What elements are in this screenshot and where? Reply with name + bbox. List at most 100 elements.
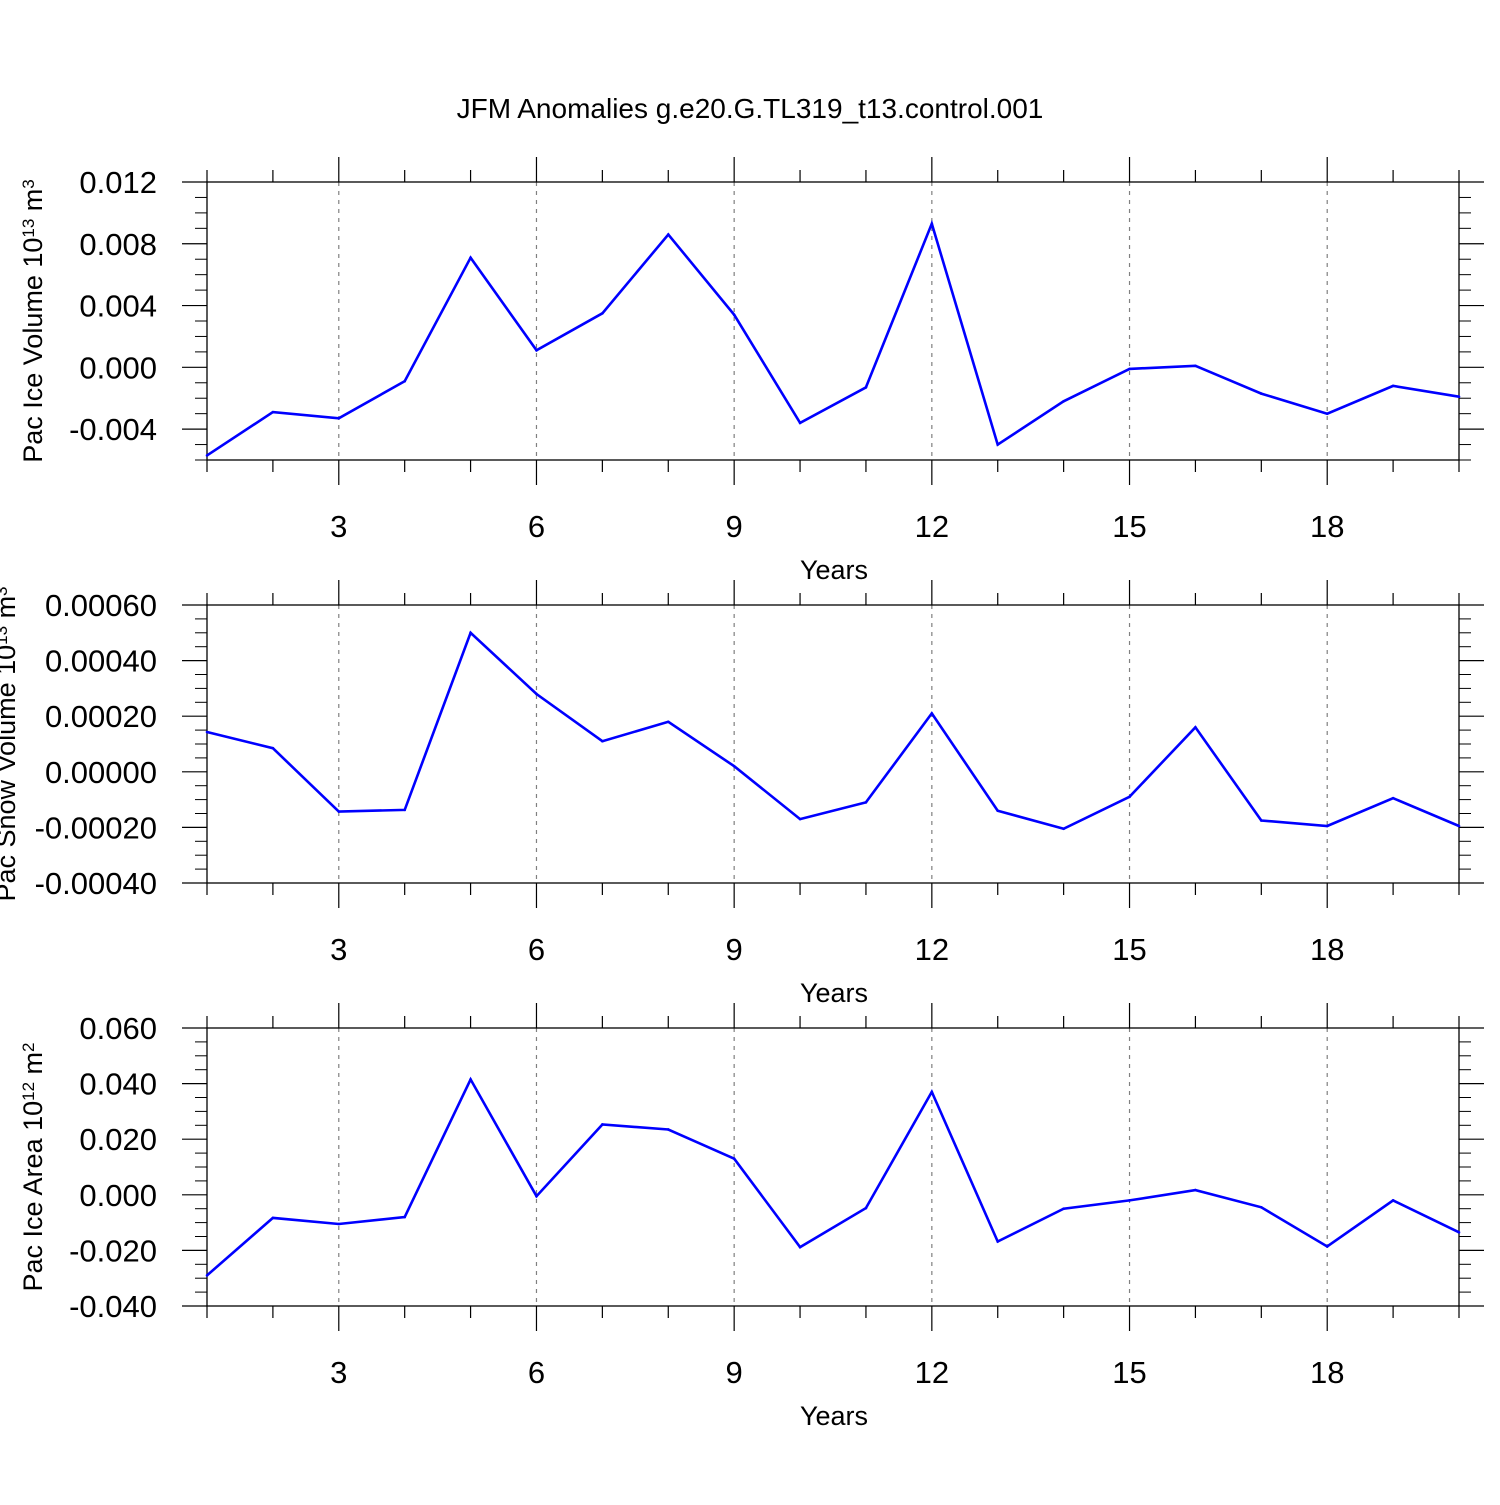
data-point <box>1457 824 1461 828</box>
y-axis-label-superscript: 3 <box>19 179 38 188</box>
data-point <box>1194 726 1197 729</box>
data-point <box>337 417 341 420</box>
data-point <box>535 349 538 352</box>
y-tick-label: 0.020 <box>79 1122 157 1157</box>
data-point <box>1062 827 1065 831</box>
y-tick-label: 0.00000 <box>45 755 157 790</box>
y-tick-label: -0.040 <box>69 1289 157 1324</box>
x-axis-label: Years <box>800 978 868 1008</box>
data-point <box>1128 367 1131 371</box>
y-axis-label-text: Pac Ice Area 10 <box>18 1101 48 1292</box>
x-tick-label: 15 <box>1112 509 1146 544</box>
x-tick-label: 15 <box>1112 1355 1146 1390</box>
x-tick-label: 3 <box>330 932 347 967</box>
chart-panel-1: 3 6 9 12 15 18 -0.004 0.000 0.004 0.008 0.012 Years… <box>18 157 1484 585</box>
data-point <box>732 313 736 317</box>
data-point <box>1128 795 1131 799</box>
data-point <box>535 1194 538 1198</box>
data-point <box>469 1078 472 1081</box>
series-line <box>206 1076 1460 1277</box>
y-axis-label-superscript: 13 <box>19 219 38 238</box>
y-tick-label: 0.040 <box>79 1067 157 1102</box>
data-point <box>271 410 275 414</box>
data-point <box>601 311 604 315</box>
y-axis-label-superscript: 13 <box>0 626 11 645</box>
data-point <box>1194 1188 1197 1192</box>
data-point <box>1128 1199 1131 1202</box>
x-tick-label: 12 <box>915 1355 949 1390</box>
x-tick-label: 12 <box>915 509 949 544</box>
y-tick-label: 0.000 <box>79 350 157 385</box>
data-point <box>205 1274 209 1277</box>
y-axis-label-text: Pac Ice Volume 10 <box>18 238 48 463</box>
data-point <box>1457 1231 1461 1234</box>
chart-panel-2: 3 6 9 12 15 18 -0.00040 -0.00020 0.00000 0.00020 0… <box>0 580 1484 1008</box>
data-point <box>469 631 472 635</box>
data-point <box>403 808 406 812</box>
data-point <box>1391 796 1395 800</box>
y-tick-label: 0.00060 <box>45 588 157 623</box>
data-point <box>271 746 275 750</box>
data-point <box>337 1222 341 1226</box>
data-point <box>996 1240 1000 1243</box>
series-line <box>206 219 1460 457</box>
series-line <box>206 630 1460 831</box>
data-point <box>666 720 670 724</box>
data-point <box>798 817 802 821</box>
y-axis-label-text: m <box>18 1052 48 1082</box>
data-point <box>205 454 209 457</box>
data-point <box>1062 1207 1065 1210</box>
data-point <box>1391 384 1395 388</box>
y-tick-label: 0.060 <box>79 1011 157 1046</box>
data-point <box>601 739 604 743</box>
data-point <box>930 712 934 715</box>
y-axis-label-superscript: 2 <box>19 1042 38 1051</box>
x-tick-label: 9 <box>726 1355 743 1390</box>
data-point <box>403 1215 406 1219</box>
y-tick-label: 0.008 <box>79 227 157 262</box>
data-point <box>798 1245 802 1249</box>
data-point <box>1325 824 1329 828</box>
data-point <box>1325 1245 1329 1248</box>
y-tick-label: -0.004 <box>69 412 157 447</box>
y-tick-label: 0.012 <box>79 165 157 200</box>
y-axis-label-superscript: 3 <box>0 586 11 595</box>
data-point <box>930 1090 934 1094</box>
y-axis-label-text: m <box>0 596 21 626</box>
y-axis-label-text: Pac Snow Volume 10 <box>0 645 21 902</box>
x-tick-label: 12 <box>915 932 949 967</box>
data-point <box>1260 819 1263 822</box>
data-point <box>469 256 472 259</box>
plot-frame <box>206 1027 1460 1307</box>
data-point <box>666 233 670 236</box>
x-tick-label: 6 <box>528 932 545 967</box>
data-point <box>1391 1199 1395 1202</box>
data-point <box>403 379 406 383</box>
chart-panel-3: 3 6 9 12 15 18 -0.040 -0.020 0.000 0.020 0.040 0.06… <box>18 1003 1484 1431</box>
data-point <box>1457 395 1461 398</box>
y-tick-label: 0.000 <box>79 1178 157 1213</box>
data-point <box>1062 400 1065 403</box>
x-axis-label: Years <box>800 1401 868 1431</box>
data-point <box>271 1216 275 1220</box>
x-tick-label: 3 <box>330 1355 347 1390</box>
data-point <box>732 1157 736 1160</box>
y-axis-label-text: m <box>18 189 48 219</box>
data-point <box>1194 364 1197 368</box>
data-point <box>798 421 802 425</box>
x-tick-label: 9 <box>726 932 743 967</box>
x-tick-label: 6 <box>528 509 545 544</box>
y-axis-label: Pac Snow Volume 1013 m3 <box>0 586 21 901</box>
data-point <box>864 801 868 804</box>
x-tick-label: 18 <box>1310 509 1344 544</box>
data-point <box>996 809 1000 813</box>
data-point <box>1260 392 1263 395</box>
x-tick-label: 3 <box>330 509 347 544</box>
data-point <box>1325 412 1329 415</box>
data-point <box>864 386 868 389</box>
data-point <box>337 810 341 813</box>
plot-frame <box>206 604 1460 884</box>
y-axis-label: Pac Ice Volume 1013 m3 <box>18 179 48 463</box>
x-tick-label: 18 <box>1310 1355 1344 1390</box>
data-point <box>535 692 538 696</box>
